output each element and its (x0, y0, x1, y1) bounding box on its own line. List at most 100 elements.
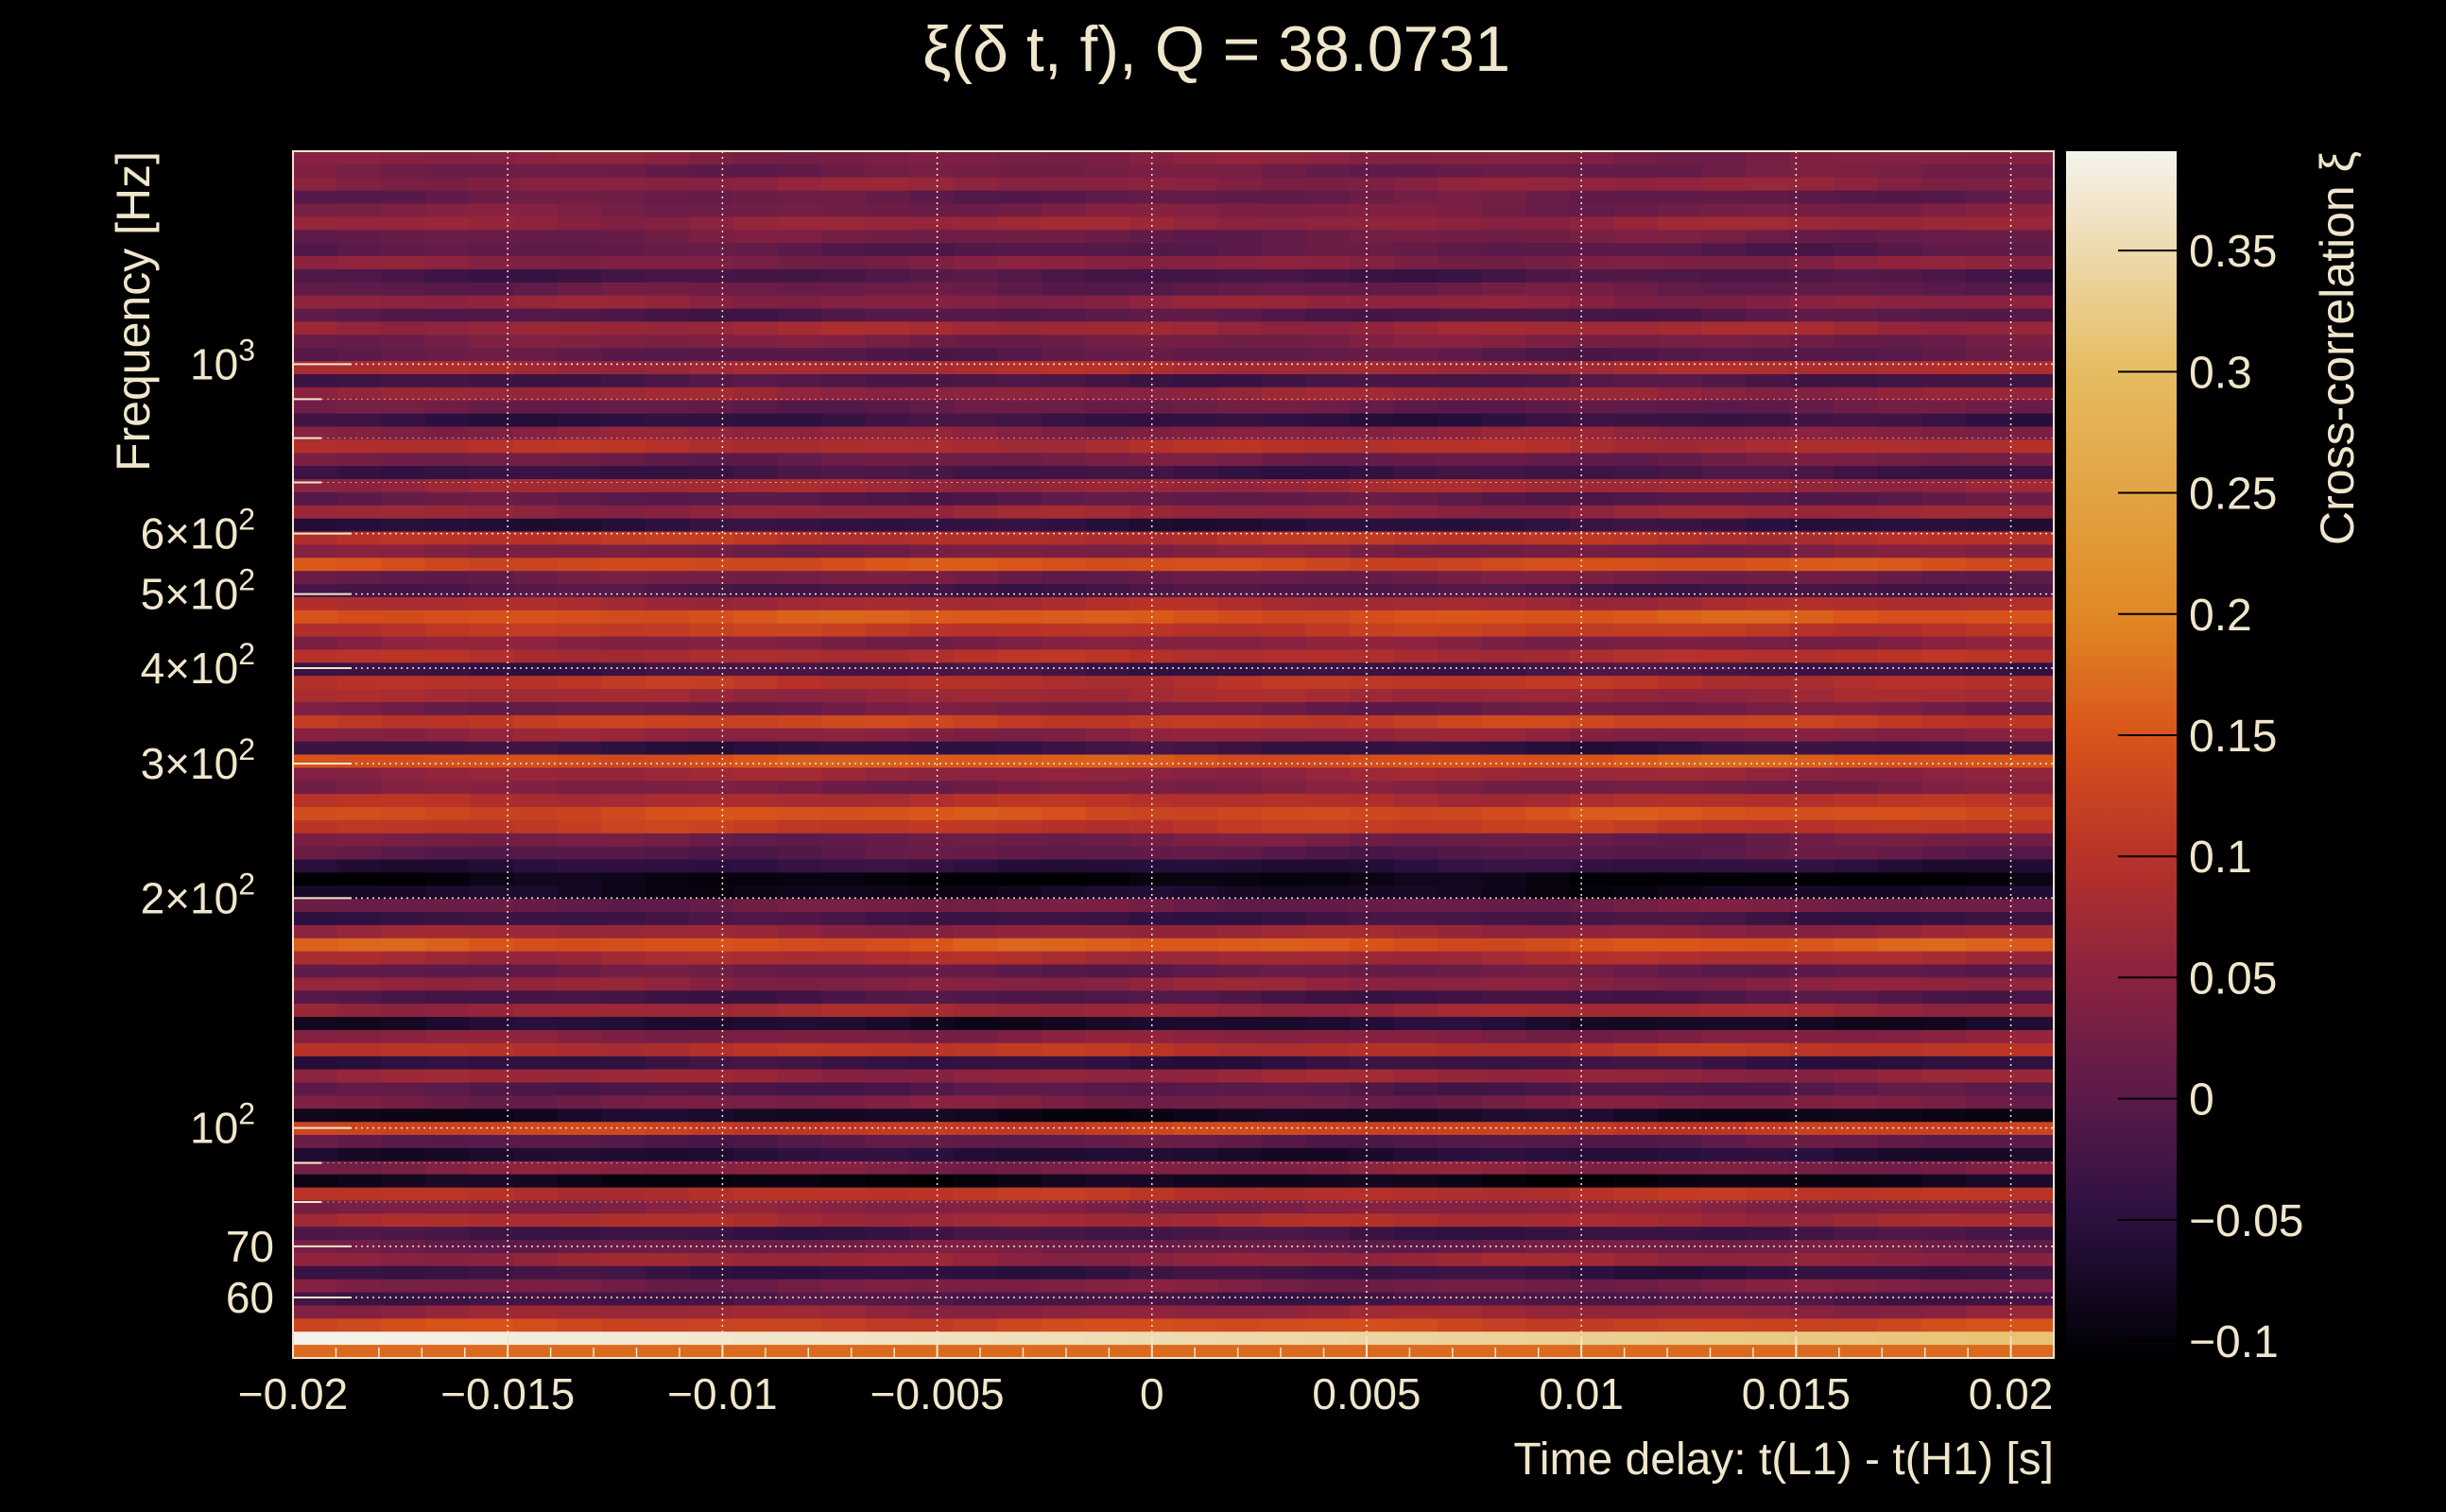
heatmap-cell (293, 216, 338, 232)
heatmap-cell (1305, 361, 1351, 375)
heatmap-cell (1789, 321, 1834, 336)
heatmap-cell (1438, 584, 1483, 598)
heatmap-cell (336, 819, 382, 834)
heatmap-cell (1701, 1069, 1747, 1084)
heatmap-cell (1128, 1213, 1175, 1228)
heatmap-cell (1965, 348, 2011, 362)
heatmap-cell (1305, 662, 1351, 677)
heatmap-cell (1613, 767, 1659, 782)
heatmap-cell (1789, 1122, 1834, 1136)
heatmap-cell (820, 256, 867, 270)
heatmap-cell (1701, 1200, 1747, 1215)
heatmap-cell (1701, 676, 1747, 690)
heatmap-cell (469, 1122, 514, 1136)
heatmap-cell (1569, 361, 1615, 375)
heatmap-cell (1128, 714, 1175, 730)
heatmap-cell (1569, 268, 1615, 284)
heatmap-cell (689, 256, 734, 270)
heatmap-cell (689, 1253, 734, 1267)
heatmap-cell (1965, 1174, 2011, 1189)
heatmap-cell (1965, 321, 2011, 336)
heatmap-cell (512, 321, 559, 336)
heatmap-cell (1965, 558, 2011, 572)
heatmap-cell (1877, 1030, 1923, 1044)
heatmap-cell (424, 163, 471, 179)
heatmap-cell (424, 819, 471, 834)
heatmap-cell (1877, 361, 1923, 375)
heatmap-cell (424, 610, 471, 625)
heatmap-cell (424, 571, 471, 585)
heatmap-cell (1525, 230, 1571, 244)
heatmap-cell (1217, 1160, 1263, 1176)
heatmap-cell (336, 1056, 382, 1071)
heatmap-cell (381, 335, 426, 349)
heatmap-cell (1438, 1030, 1483, 1044)
heatmap-cell (557, 400, 602, 415)
heatmap-cell (1525, 1318, 1571, 1333)
heatmap-cell (1789, 584, 1834, 598)
heatmap-cell (1085, 1004, 1130, 1018)
heatmap-cell (820, 1187, 867, 1202)
heatmap-cell (1746, 453, 1791, 467)
heatmap-cell (645, 426, 690, 441)
heatmap-cell (1746, 807, 1791, 821)
heatmap-cell (1789, 479, 1834, 493)
heatmap-cell (469, 1095, 514, 1110)
heatmap-cell (1305, 1332, 1351, 1346)
heatmap-cell (1789, 807, 1834, 821)
heatmap-cell (293, 1332, 338, 1346)
heatmap-cell (1525, 479, 1571, 493)
heatmap-cell (1173, 1345, 1218, 1359)
heatmap-cell (777, 439, 822, 455)
heatmap-cell (1041, 479, 1087, 493)
heatmap-cell (293, 1108, 338, 1123)
heatmap-cell (469, 295, 514, 310)
heatmap-cell (1834, 268, 1879, 284)
heatmap-cell (1217, 295, 1263, 310)
heatmap-cell (997, 558, 1042, 572)
heatmap-cell (1921, 807, 1967, 821)
heatmap-cell (1261, 361, 1307, 375)
heatmap-cell (1569, 439, 1615, 455)
heatmap-cell (820, 413, 867, 428)
heatmap-cell (953, 977, 998, 992)
heatmap-cell (1261, 767, 1307, 782)
heatmap-cell (689, 1279, 734, 1294)
heatmap-cell (1128, 794, 1175, 808)
heatmap-cell (424, 714, 471, 730)
heatmap-cell (1085, 518, 1130, 533)
heatmap-cell (1921, 268, 1967, 284)
heatmap-cell (1921, 912, 1967, 926)
heatmap-cell (1701, 924, 1747, 939)
heatmap-cell (732, 859, 779, 874)
heatmap-cell (1305, 1030, 1351, 1044)
heatmap-cell (1041, 741, 1087, 756)
heatmap-cell (1834, 1174, 1879, 1189)
heatmap-cell (689, 636, 734, 651)
heatmap-cell (1965, 1147, 2011, 1162)
heatmap-cell (909, 924, 955, 939)
heatmap-cell (2009, 1004, 2055, 1018)
heatmap-cell (1877, 623, 1923, 638)
heatmap-cell (1921, 151, 1967, 165)
heatmap-cell (1261, 243, 1307, 257)
heatmap-cell (645, 1227, 690, 1241)
heatmap-cell (336, 649, 382, 664)
heatmap-cell (1834, 1279, 1879, 1294)
heatmap-cell (469, 636, 514, 651)
heatmap-cell (1261, 387, 1307, 402)
heatmap-cell (557, 1069, 602, 1084)
heatmap-cell (1393, 151, 1438, 165)
heatmap-cell (997, 282, 1042, 297)
heatmap-cell (1834, 190, 1879, 205)
heatmap-cell (1701, 1056, 1747, 1071)
heatmap-cell (865, 767, 910, 782)
heatmap-cell (1921, 794, 1967, 808)
heatmap-cell (865, 1187, 910, 1202)
heatmap-cell (1789, 662, 1834, 677)
heatmap-cell (1789, 1135, 1834, 1149)
heatmap-cell (689, 912, 734, 926)
heatmap-cell (1217, 1042, 1263, 1057)
heatmap-cell (1834, 584, 1879, 598)
heatmap-cell (557, 1095, 602, 1110)
